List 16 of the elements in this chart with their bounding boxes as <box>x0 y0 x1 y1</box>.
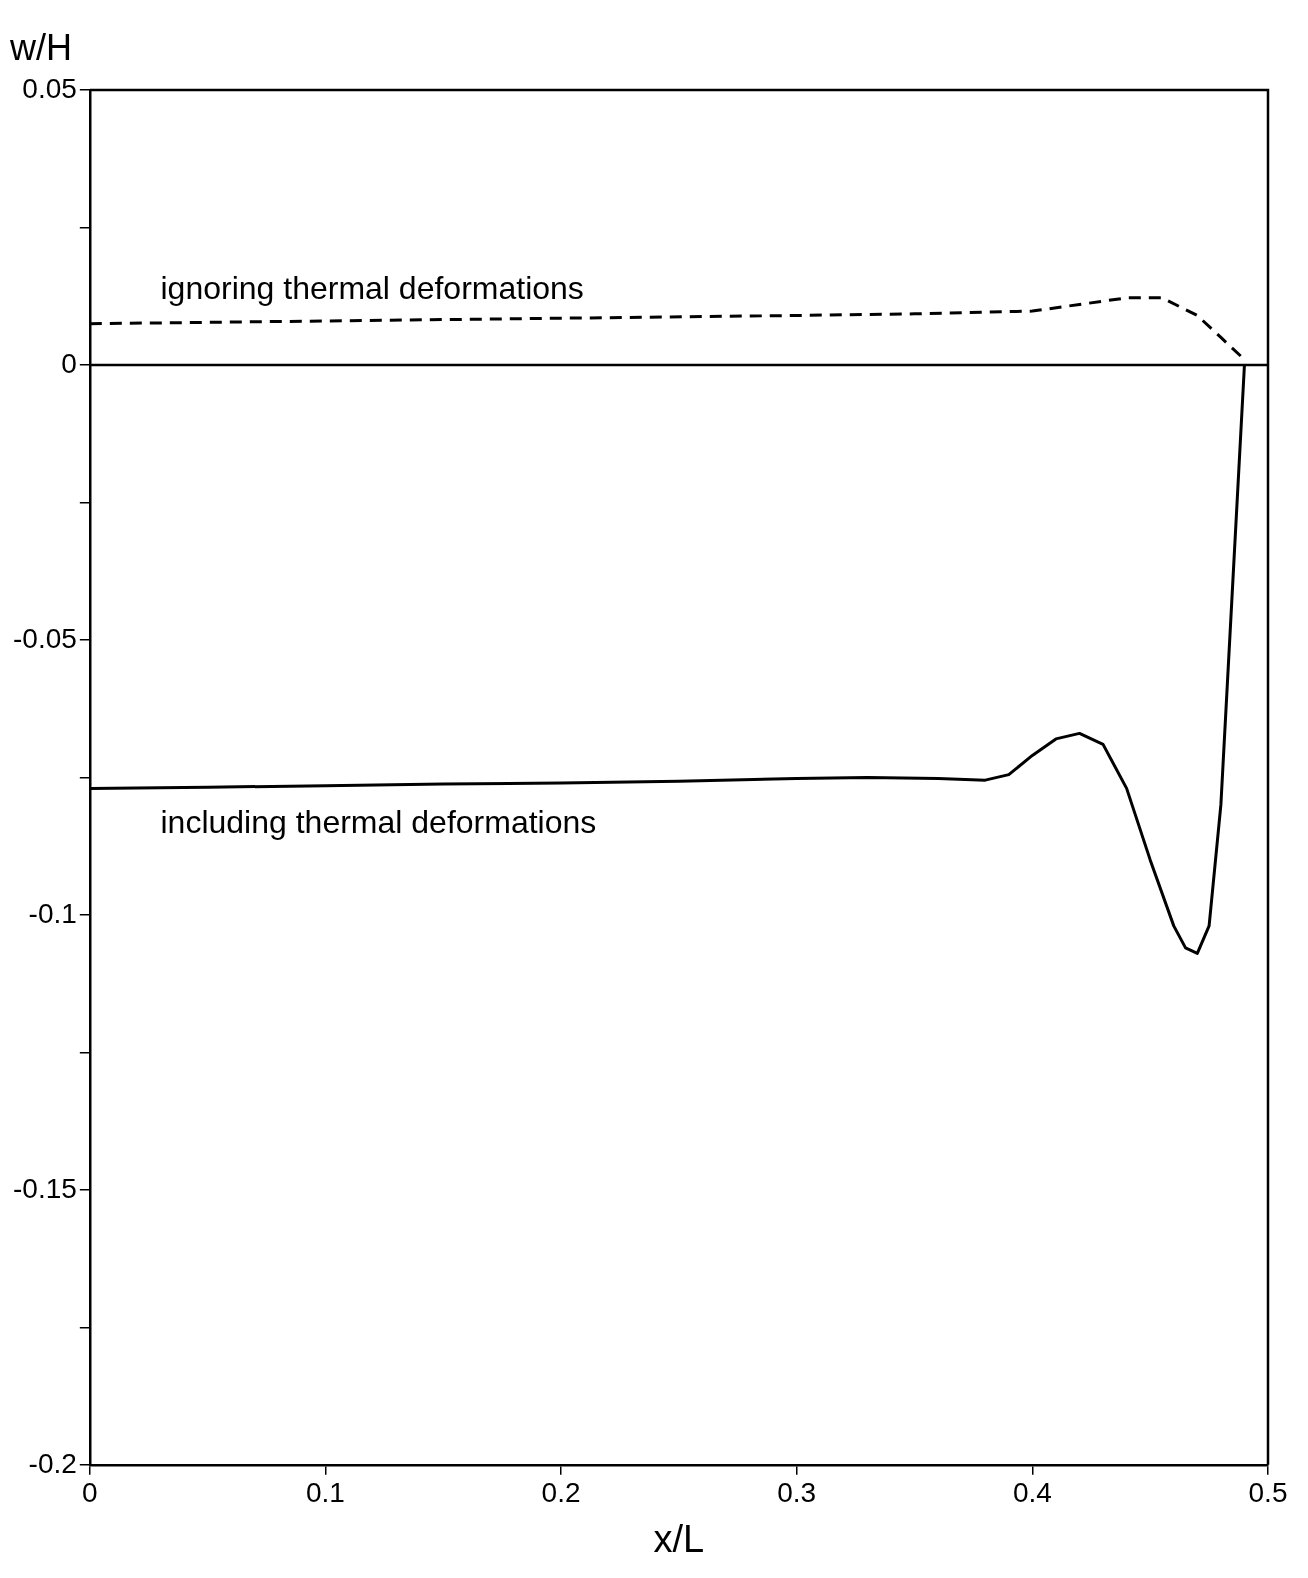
y-tick-label: -0.2 <box>28 1447 77 1479</box>
y-tick-label: -0.05 <box>12 622 77 654</box>
series-label: ignoring thermal deformations <box>160 269 584 306</box>
x-tick-label: 0 <box>82 1477 98 1509</box>
y-axis-title: w/H <box>9 26 72 68</box>
x-tick-label: 0.3 <box>777 1477 817 1509</box>
x-tick-label: 0.1 <box>305 1477 345 1509</box>
x-tick-label: 0.4 <box>1012 1477 1052 1509</box>
y-tick-label: 0.05 <box>22 72 77 104</box>
y-tick-label: -0.1 <box>28 897 77 929</box>
y-tick-label: -0.15 <box>12 1172 77 1204</box>
series-label: including thermal deformations <box>160 804 597 841</box>
y-tick-label: 0 <box>61 347 77 379</box>
x-tick-label: 0.2 <box>541 1477 581 1509</box>
x-tick-label: 0.5 <box>1248 1477 1288 1509</box>
x-axis-title: x/L <box>653 1517 705 1560</box>
